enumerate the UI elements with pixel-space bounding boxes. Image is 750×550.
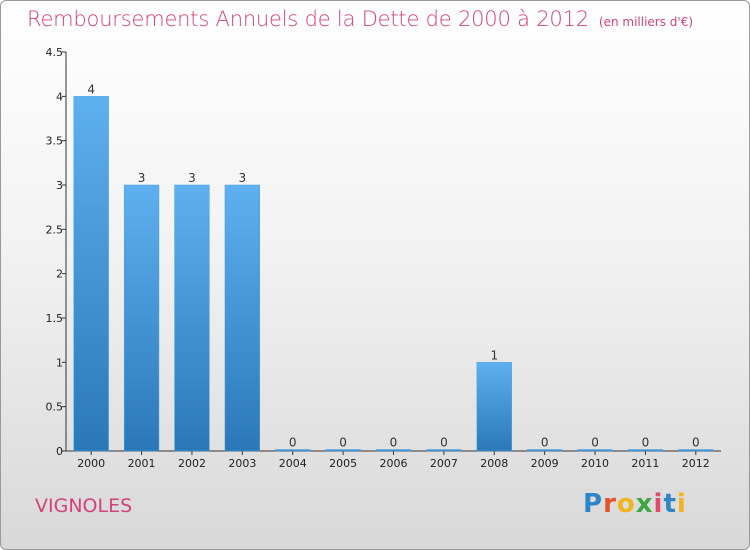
y-tick-label: 4.5 (46, 46, 64, 59)
x-tick-label-2007: 2007 (430, 457, 458, 470)
bar-2000 (73, 96, 109, 452)
bar-2007 (426, 449, 462, 452)
data-label-2010: 0 (591, 436, 599, 450)
bar-2006 (375, 449, 412, 452)
x-tick-label-2006: 2006 (380, 457, 408, 470)
x-tick-label-2012: 2012 (682, 457, 710, 470)
data-label-2012: 0 (692, 436, 700, 450)
bars (73, 96, 714, 452)
y-tick-label: 1.5 (46, 312, 64, 325)
bar-2003 (224, 184, 260, 452)
chart-unit: (en milliers d'€) (598, 15, 694, 29)
data-label-2011: 0 (642, 436, 650, 450)
y-tick-label: 3.5 (46, 135, 64, 148)
bar-2011 (627, 449, 664, 452)
axes (62, 51, 721, 455)
x-tick-label-2001: 2001 (128, 457, 156, 470)
data-label-2002: 3 (188, 171, 196, 185)
commune-name: VIGNOLES (35, 495, 133, 517)
x-tick-label-2009: 2009 (531, 457, 559, 470)
data-label-2003: 3 (239, 171, 247, 185)
data-label-2009: 0 (541, 436, 549, 450)
chart-title: Remboursements Annuels de la Dette de 20… (27, 7, 693, 31)
bar-2001 (123, 184, 160, 452)
data-label-2007: 0 (440, 436, 448, 450)
bar-2002 (174, 184, 210, 452)
chart-title-text: Remboursements Annuels de la Dette de 20… (27, 7, 589, 31)
data-label-2006: 0 (390, 436, 398, 450)
data-label-2001: 3 (138, 171, 146, 185)
y-tick-label: 4 (56, 90, 63, 103)
y-tick-label: 2 (56, 268, 63, 281)
x-tick-label-2003: 2003 (228, 457, 256, 470)
logo-letter: x (635, 489, 654, 519)
x-tick-label-2011: 2011 (631, 457, 659, 470)
bar-2010 (577, 449, 613, 452)
x-tick-label-2005: 2005 (329, 457, 357, 470)
x-tick-label-2008: 2008 (480, 457, 508, 470)
x-tick-label-2010: 2010 (581, 457, 609, 470)
bar-2008 (476, 362, 512, 452)
data-label-2005: 0 (339, 436, 347, 450)
bar-2009 (527, 449, 563, 452)
bar-2004 (275, 449, 311, 452)
x-tick-label-2004: 2004 (279, 457, 307, 470)
bar-2012 (678, 449, 714, 452)
y-tick-label: 3 (56, 179, 63, 192)
data-labels: 4 3 3 3 0 0 0 0 1 0 0 0 0 (87, 82, 699, 449)
data-label-2004: 0 (289, 436, 297, 450)
x-tick-labels: 2000 2001 2002 2003 2004 2005 2006 2007 2008 2009… (77, 457, 710, 470)
logo-letter: i (676, 489, 687, 519)
data-label-2008: 1 (490, 348, 498, 362)
data-label-2000: 4 (87, 82, 95, 96)
y-tick-labels: 0 0.5 1 1.5 2 2.5 3 3.5 4 4.5 (46, 46, 64, 458)
logo-letter: r (603, 489, 617, 519)
logo-letter: t (663, 489, 677, 519)
x-tick-label-2002: 2002 (178, 457, 206, 470)
bar-2005 (325, 449, 361, 452)
logo-letter: o (616, 489, 636, 519)
x-tick-label-2000: 2000 (77, 457, 105, 470)
y-tick-label: 0 (56, 445, 63, 458)
y-tick-label: 2.5 (46, 223, 64, 236)
y-tick-label: 0.5 (46, 401, 64, 414)
logo-letter: i (653, 489, 664, 519)
y-tick-label: 1 (56, 356, 63, 369)
logo-letter: P (583, 489, 604, 519)
proxiti-logo: Proxiti (583, 489, 687, 519)
